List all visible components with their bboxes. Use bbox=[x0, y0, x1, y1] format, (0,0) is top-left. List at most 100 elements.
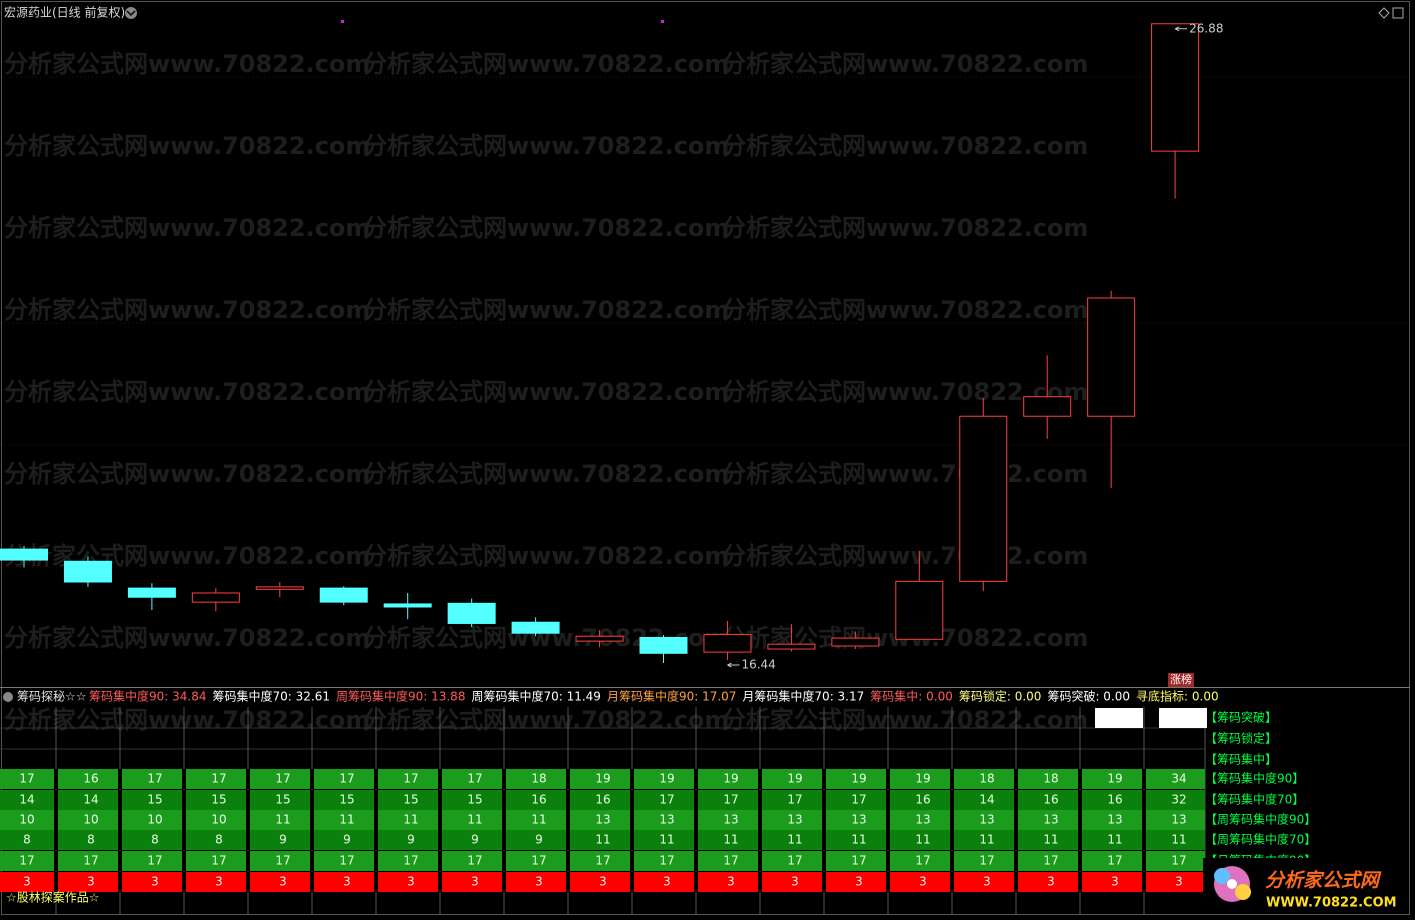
cell-gap bbox=[246, 810, 250, 830]
cell-gap bbox=[1142, 851, 1146, 871]
row-label: 【筹码集中度70】 bbox=[1205, 792, 1304, 807]
watermark: 分析家公式网www.70822.com bbox=[4, 214, 370, 242]
cell-value: 3 bbox=[727, 875, 735, 889]
cell-value: 19 bbox=[915, 772, 930, 786]
cell-value: 3 bbox=[983, 875, 991, 889]
cell-value: 17 bbox=[211, 772, 226, 786]
badge-bg bbox=[1168, 673, 1194, 687]
cell-gap bbox=[246, 851, 250, 871]
cell-gap bbox=[374, 810, 378, 830]
cell-gap bbox=[630, 810, 634, 830]
cell-value: 17 bbox=[467, 772, 482, 786]
cell-value: 14 bbox=[979, 793, 994, 807]
cell-value: 17 bbox=[339, 772, 354, 786]
cell-value: 18 bbox=[1043, 772, 1058, 786]
cell-value: 3 bbox=[215, 875, 223, 889]
cell-value: 17 bbox=[915, 854, 930, 868]
panel-icon[interactable] bbox=[3, 692, 13, 702]
cell-value: 11 bbox=[979, 833, 994, 847]
watermark: 分析家公式网www.70822.com bbox=[363, 296, 729, 324]
watermark: 分析家公式网www.70822.com bbox=[4, 378, 370, 406]
cell-value: 13 bbox=[723, 813, 738, 827]
cell-gap bbox=[1142, 810, 1146, 830]
cell-value: 15 bbox=[147, 793, 162, 807]
indicator-value: 寻底指标: 0.00 bbox=[1136, 689, 1219, 704]
cell-value: 13 bbox=[915, 813, 930, 827]
watermark: 分析家公式网www.70822.com bbox=[722, 296, 1088, 324]
cell-gap bbox=[310, 851, 314, 871]
cell-value: 11 bbox=[915, 833, 930, 847]
signal bbox=[1159, 708, 1207, 728]
price-chart: 26.88 16.44 涨榜 bbox=[0, 21, 1408, 687]
cell-value: 11 bbox=[787, 833, 802, 847]
cell-gap bbox=[502, 851, 506, 871]
watermark: 分析家公式网www.70822.com bbox=[4, 132, 370, 160]
cell-gap bbox=[886, 872, 890, 892]
cell-value: 3 bbox=[535, 875, 543, 889]
indicator-value: 周筹码集中度90: 13.88 bbox=[336, 689, 465, 704]
menu-icon[interactable] bbox=[125, 7, 137, 19]
cell-gap bbox=[822, 872, 826, 892]
candle-body bbox=[1023, 396, 1072, 417]
cell-value: 17 bbox=[147, 772, 162, 786]
cell-gap bbox=[502, 810, 506, 830]
cell-gap bbox=[54, 830, 58, 850]
cell-value: 17 bbox=[595, 854, 610, 868]
cell-value: 17 bbox=[723, 793, 738, 807]
cell-value: 17 bbox=[147, 854, 162, 868]
cell-value: 11 bbox=[275, 813, 290, 827]
logo-center bbox=[1227, 879, 1237, 889]
cell-gap bbox=[758, 769, 762, 789]
candle-body bbox=[639, 636, 688, 654]
cell-value: 17 bbox=[787, 854, 802, 868]
watermark: 分析家公式网www.70822.com bbox=[4, 50, 370, 78]
cell-gap bbox=[502, 830, 506, 850]
candle-body bbox=[191, 592, 240, 603]
candle-body bbox=[767, 643, 816, 650]
watermark: 分析家公式网www.70822.com bbox=[722, 132, 1088, 160]
cell-value: 18 bbox=[531, 772, 546, 786]
cell-value: 10 bbox=[19, 813, 34, 827]
cell-value: 11 bbox=[723, 833, 738, 847]
cell-value: 17 bbox=[403, 854, 418, 868]
row-label: 【筹码集中度90】 bbox=[1205, 771, 1304, 786]
cell-gap bbox=[182, 830, 186, 850]
cell-gap bbox=[694, 790, 698, 810]
badge: 涨榜 bbox=[1170, 672, 1192, 686]
cell-value: 3 bbox=[1111, 875, 1119, 889]
cell-value: 17 bbox=[19, 772, 34, 786]
cell-value: 17 bbox=[659, 854, 674, 868]
cell-gap bbox=[246, 830, 250, 850]
annotation: 16.44 bbox=[741, 658, 775, 672]
watermark: 分析家公式网www.70822.com bbox=[363, 706, 729, 734]
cell-value: 19 bbox=[659, 772, 674, 786]
cell-value: 17 bbox=[83, 854, 98, 868]
cell-value: 16 bbox=[1107, 793, 1122, 807]
cell-gap bbox=[950, 872, 954, 892]
cell-value: 11 bbox=[1171, 833, 1186, 847]
candle-body bbox=[0, 548, 48, 561]
cell-value: 8 bbox=[87, 833, 95, 847]
menu-chevron bbox=[126, 10, 136, 17]
cell-gap bbox=[246, 872, 250, 892]
cell-gap bbox=[566, 769, 570, 789]
cell-value: 11 bbox=[403, 813, 418, 827]
cell-value: 3 bbox=[1047, 875, 1055, 889]
indicator-value: 周筹码集中度70: 11.49 bbox=[471, 689, 600, 704]
row-band bbox=[0, 790, 1205, 810]
icon[interactable] bbox=[1378, 7, 1390, 19]
cell-gap bbox=[54, 810, 58, 830]
cell-value: 16 bbox=[915, 793, 930, 807]
candle-body bbox=[511, 621, 560, 634]
cell-gap bbox=[246, 769, 250, 789]
cell-gap bbox=[822, 830, 826, 850]
row-band bbox=[0, 769, 1205, 789]
cell-gap bbox=[374, 830, 378, 850]
cell-gap bbox=[1078, 810, 1082, 830]
watermark: 分析家公式网www.70822.com bbox=[363, 50, 729, 78]
window-title: 宏源药业(日线 前复权) bbox=[4, 5, 125, 20]
watermark: 分析家公式网www.70822.com bbox=[363, 132, 729, 160]
icon[interactable] bbox=[1392, 7, 1404, 19]
cell-gap bbox=[630, 769, 634, 789]
